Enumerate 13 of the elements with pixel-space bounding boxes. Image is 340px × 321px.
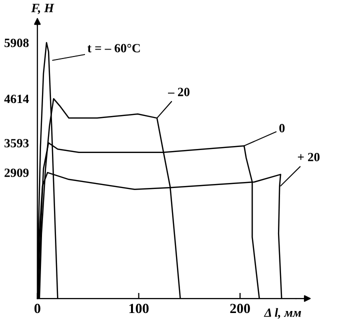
x-tick-label: 0 xyxy=(34,304,40,314)
x-tick-label: 200 xyxy=(230,304,250,314)
annotation: + 20 xyxy=(298,152,320,162)
y-tick-label: 5908 xyxy=(4,38,29,48)
annotation: – 20 xyxy=(168,88,190,96)
y-tick-label: 3593 xyxy=(4,138,29,148)
y-axis-title: F, Н xyxy=(31,4,54,14)
x-tick-label: 100 xyxy=(129,304,149,314)
annotation: t = – 60°C xyxy=(88,44,140,52)
annotation: 0 xyxy=(279,124,285,132)
y-tick-label: 4614 xyxy=(4,94,29,104)
x-axis-title: Δ l, мм xyxy=(264,308,302,319)
y-tick-label: 2909 xyxy=(4,168,29,178)
